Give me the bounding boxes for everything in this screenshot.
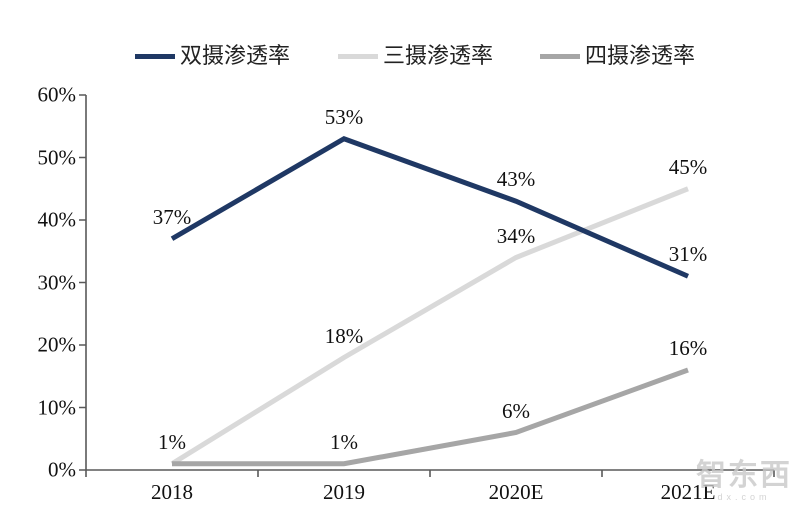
legend-item-dual-camera: 双摄渗透率 (135, 44, 290, 68)
data-point-label: 34% (496, 223, 536, 248)
x-axis-tick-label: 2018 (151, 480, 193, 504)
y-axis-tick-label: 30% (37, 270, 77, 294)
data-point-label: 6% (502, 398, 530, 423)
axes (79, 94, 775, 477)
y-axis-tick-label: 60% (37, 82, 77, 107)
legend-label-quad: 四摄渗透率 (585, 43, 696, 68)
data-point-label: 1% (158, 429, 186, 454)
legend-line-swatch-triple (338, 53, 378, 59)
y-axis-tick-label: 40% (37, 207, 77, 232)
data-point-label: 18% (324, 323, 364, 348)
data-point-label: 43% (496, 167, 536, 192)
y-axis-tick-label: 50% (37, 145, 77, 169)
data-point-label: 1% (330, 429, 358, 454)
data-point-label: 31% (668, 242, 708, 267)
x-axis-tick-label: 2020E (488, 480, 544, 504)
series-line-四摄渗透率 (172, 367, 689, 467)
legend-label-triple: 三摄渗透率 (383, 43, 494, 68)
data-point-label: 53% (324, 104, 364, 129)
x-axis-tick-label: 2019 (323, 480, 365, 504)
y-axis-tick-label: 0% (48, 457, 76, 482)
series-line-三摄渗透率 (170, 186, 689, 466)
y-axis-tick-label: 10% (37, 395, 77, 419)
data-point-label: 45% (668, 154, 708, 179)
legend-item-triple-camera: 三摄渗透率 (338, 44, 493, 68)
legend-line-swatch-quad (540, 53, 580, 59)
data-point-label: 16% (668, 336, 708, 360)
y-axis-tick-label: 20% (37, 332, 77, 357)
legend-line-swatch-dual (135, 53, 175, 59)
legend-item-quad-camera: 四摄渗透率 (540, 44, 695, 68)
legend-label-dual: 双摄渗透率 (180, 43, 291, 68)
x-axis-tick-label: 2021E (660, 480, 716, 504)
series-line-双摄渗透率 (170, 136, 689, 279)
data-point-label: 37% (152, 204, 192, 229)
